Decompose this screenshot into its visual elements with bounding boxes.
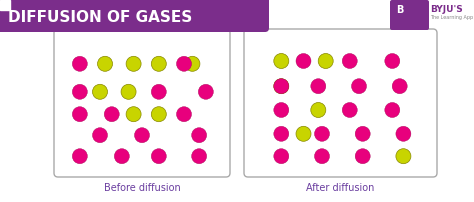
Circle shape xyxy=(176,107,191,122)
Circle shape xyxy=(355,149,370,164)
Text: DIFFUSION OF GASES: DIFFUSION OF GASES xyxy=(8,9,192,24)
Circle shape xyxy=(392,79,407,94)
Circle shape xyxy=(352,79,366,94)
Circle shape xyxy=(315,126,329,141)
FancyBboxPatch shape xyxy=(390,0,429,30)
Circle shape xyxy=(191,149,207,164)
Text: After diffusion: After diffusion xyxy=(306,183,374,193)
Circle shape xyxy=(342,54,357,68)
Circle shape xyxy=(274,126,289,141)
Circle shape xyxy=(104,107,119,122)
Circle shape xyxy=(296,126,311,141)
Circle shape xyxy=(318,54,333,68)
Circle shape xyxy=(274,149,289,164)
Circle shape xyxy=(274,79,289,94)
Circle shape xyxy=(385,54,400,68)
Text: The Learning App: The Learning App xyxy=(430,16,473,20)
Circle shape xyxy=(185,56,200,71)
Circle shape xyxy=(151,56,166,71)
Circle shape xyxy=(151,84,166,99)
Circle shape xyxy=(114,149,129,164)
Circle shape xyxy=(73,107,87,122)
Circle shape xyxy=(176,56,191,71)
Circle shape xyxy=(311,79,326,94)
Circle shape xyxy=(311,102,326,118)
Text: BYJU'S: BYJU'S xyxy=(430,4,463,14)
Bar xyxy=(0,0,10,10)
Circle shape xyxy=(126,56,141,71)
Circle shape xyxy=(126,107,141,122)
FancyBboxPatch shape xyxy=(244,29,437,177)
Circle shape xyxy=(92,84,108,99)
Circle shape xyxy=(315,149,329,164)
Circle shape xyxy=(274,102,289,118)
Circle shape xyxy=(73,56,87,71)
Circle shape xyxy=(198,84,213,99)
Circle shape xyxy=(396,126,411,141)
Circle shape xyxy=(135,128,149,143)
Circle shape xyxy=(274,79,289,94)
Circle shape xyxy=(151,107,166,122)
Circle shape xyxy=(191,128,207,143)
Circle shape xyxy=(274,54,289,68)
FancyBboxPatch shape xyxy=(0,0,269,32)
Circle shape xyxy=(98,56,112,71)
Text: Before diffusion: Before diffusion xyxy=(104,183,181,193)
Circle shape xyxy=(296,54,311,68)
Circle shape xyxy=(151,149,166,164)
Circle shape xyxy=(92,128,108,143)
Circle shape xyxy=(121,84,136,99)
Circle shape xyxy=(73,84,87,99)
Circle shape xyxy=(396,149,411,164)
Circle shape xyxy=(355,126,370,141)
Text: B: B xyxy=(396,5,403,15)
FancyBboxPatch shape xyxy=(54,29,230,177)
Circle shape xyxy=(73,149,87,164)
Circle shape xyxy=(342,102,357,118)
Circle shape xyxy=(385,102,400,118)
